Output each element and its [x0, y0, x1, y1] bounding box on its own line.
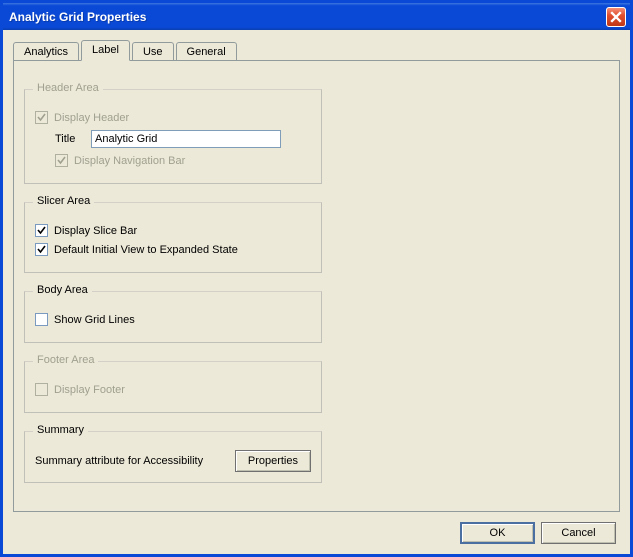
- checkbox-display-navbar: [55, 154, 68, 167]
- close-button[interactable]: [606, 7, 626, 27]
- label-display-navbar: Display Navigation Bar: [74, 155, 185, 167]
- checkbox-display-footer: [35, 383, 48, 396]
- tab-analytics[interactable]: Analytics: [13, 42, 79, 61]
- label-default-expanded: Default Initial View to Expanded State: [54, 244, 238, 256]
- dialog-window: Analytic Grid Properties Analytics Label…: [0, 0, 633, 557]
- label-display-slicebar: Display Slice Bar: [54, 225, 137, 237]
- checkbox-default-expanded[interactable]: [35, 243, 48, 256]
- titlebar: Analytic Grid Properties: [3, 3, 630, 30]
- checkbox-display-slicebar[interactable]: [35, 224, 48, 237]
- checkbox-show-gridlines[interactable]: [35, 313, 48, 326]
- tabstrip: Analytics Label Use General: [3, 30, 630, 60]
- group-title-body: Body Area: [33, 284, 92, 296]
- close-icon: [610, 11, 622, 23]
- window-title: Analytic Grid Properties: [9, 10, 606, 24]
- tab-general[interactable]: General: [176, 42, 237, 61]
- label-show-gridlines: Show Grid Lines: [54, 314, 135, 326]
- label-title: Title: [55, 133, 85, 145]
- group-title-slicer: Slicer Area: [33, 195, 94, 207]
- label-display-footer: Display Footer: [54, 384, 125, 396]
- label-display-header: Display Header: [54, 112, 129, 124]
- input-title[interactable]: [91, 130, 281, 148]
- group-title-header: Header Area: [33, 82, 103, 94]
- summary-text: Summary attribute for Accessibility: [35, 455, 203, 467]
- properties-button[interactable]: Properties: [235, 450, 311, 472]
- client-area: Analytics Label Use General Header Area …: [3, 30, 630, 554]
- ok-button[interactable]: OK: [460, 522, 535, 544]
- group-title-footer: Footer Area: [33, 354, 98, 366]
- group-summary: Summary Summary attribute for Accessibil…: [24, 431, 322, 483]
- tab-panel-label: Header Area Display Header Title Display…: [13, 60, 620, 512]
- checkbox-display-header: [35, 111, 48, 124]
- group-body-area: Body Area Show Grid Lines: [24, 291, 322, 343]
- button-bar: OK Cancel: [460, 522, 616, 544]
- group-footer-area: Footer Area Display Footer: [24, 361, 322, 413]
- tab-use[interactable]: Use: [132, 42, 174, 61]
- tab-label[interactable]: Label: [81, 40, 130, 61]
- group-title-summary: Summary: [33, 424, 88, 436]
- group-slicer-area: Slicer Area Display Slice Bar Default In…: [24, 202, 322, 273]
- cancel-button[interactable]: Cancel: [541, 522, 616, 544]
- group-header-area: Header Area Display Header Title Display…: [24, 89, 322, 184]
